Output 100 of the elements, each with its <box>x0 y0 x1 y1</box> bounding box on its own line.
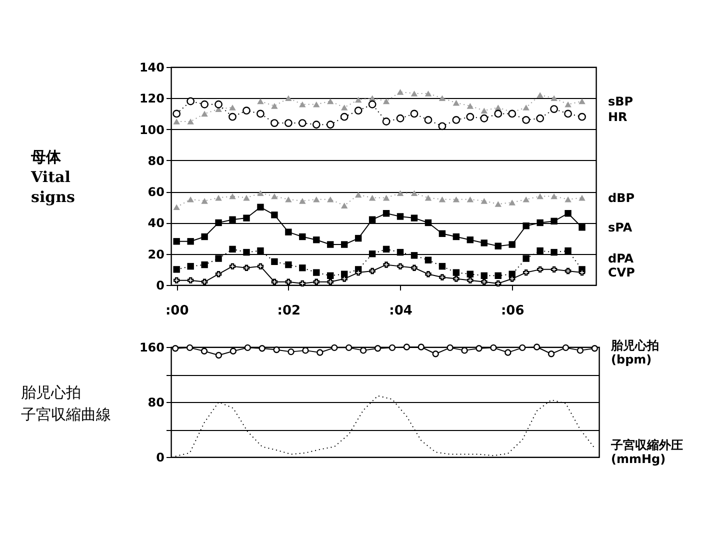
point <box>410 190 418 196</box>
point <box>494 110 502 118</box>
point <box>452 196 460 202</box>
point <box>368 95 376 102</box>
point <box>341 202 348 208</box>
point <box>424 256 432 264</box>
point <box>368 216 376 223</box>
series-label: sPA <box>608 220 633 234</box>
point <box>466 103 474 109</box>
point <box>173 238 180 245</box>
point <box>410 110 418 118</box>
series-label: 胎児心拍 (bpm) <box>610 338 659 366</box>
point <box>273 346 280 354</box>
point <box>461 347 468 354</box>
point <box>173 204 180 210</box>
point <box>215 271 222 278</box>
point <box>466 196 474 202</box>
point <box>270 119 278 128</box>
point <box>424 116 432 124</box>
point <box>439 274 446 280</box>
point <box>591 345 598 352</box>
y-tick-label: 140 <box>139 60 164 74</box>
point <box>299 233 306 240</box>
point <box>200 100 209 108</box>
text: 子宮収縮曲線 <box>21 406 111 424</box>
point <box>327 196 334 202</box>
point <box>550 105 558 113</box>
point <box>285 228 292 236</box>
point <box>418 344 424 350</box>
point <box>452 233 460 240</box>
point <box>522 116 530 124</box>
point <box>480 240 488 246</box>
point <box>494 242 502 250</box>
point <box>187 262 194 270</box>
point <box>578 194 586 201</box>
point <box>302 347 309 354</box>
point <box>397 263 404 270</box>
point <box>550 248 558 256</box>
point <box>285 196 292 202</box>
point <box>229 263 236 270</box>
point <box>536 247 544 254</box>
point <box>438 196 446 202</box>
x-tick-label: :00 <box>165 304 189 318</box>
point <box>229 216 236 223</box>
point <box>467 277 474 284</box>
point <box>382 246 390 253</box>
point <box>446 344 454 352</box>
x-tick-label: :02 <box>277 304 301 318</box>
point <box>285 95 292 102</box>
point <box>230 348 237 354</box>
point <box>200 348 208 354</box>
point <box>354 234 362 242</box>
point <box>382 118 390 126</box>
point <box>519 344 526 352</box>
point <box>368 250 376 258</box>
point <box>438 122 446 130</box>
point <box>201 110 208 117</box>
point <box>257 263 264 270</box>
point <box>403 344 410 350</box>
point <box>533 344 540 350</box>
y-axis-title: 母体 Vital signs <box>30 148 75 206</box>
point <box>327 241 334 248</box>
point <box>369 268 376 274</box>
point <box>578 224 586 231</box>
point <box>173 277 180 284</box>
y-tick-label: 120 <box>139 92 164 106</box>
y-tick-label: 160 <box>139 340 164 354</box>
point <box>173 118 180 124</box>
series-label: sBP <box>608 94 634 108</box>
point <box>257 98 264 104</box>
point <box>243 264 250 271</box>
point <box>548 350 555 358</box>
point <box>201 233 208 240</box>
point <box>432 350 439 358</box>
y-tick-label: 0 <box>156 278 164 292</box>
point <box>424 90 432 96</box>
point <box>258 345 266 352</box>
point <box>494 201 502 207</box>
point <box>214 100 222 108</box>
point <box>326 120 334 129</box>
point <box>424 194 432 201</box>
point <box>316 349 324 356</box>
point <box>388 344 396 352</box>
point <box>564 268 572 274</box>
point <box>271 212 278 218</box>
point <box>564 210 572 217</box>
series-label: 子宮収縮外圧 (mmHg) <box>610 438 683 466</box>
point <box>187 277 194 284</box>
point <box>187 196 194 202</box>
point <box>578 98 586 104</box>
series-label: CVP <box>608 266 636 280</box>
point <box>480 108 488 114</box>
point <box>522 104 530 110</box>
x-tick-label: :04 <box>389 304 412 318</box>
point <box>201 261 208 268</box>
point <box>201 198 208 204</box>
point <box>341 104 348 110</box>
point <box>522 196 530 202</box>
point <box>578 112 586 121</box>
point <box>480 272 488 280</box>
